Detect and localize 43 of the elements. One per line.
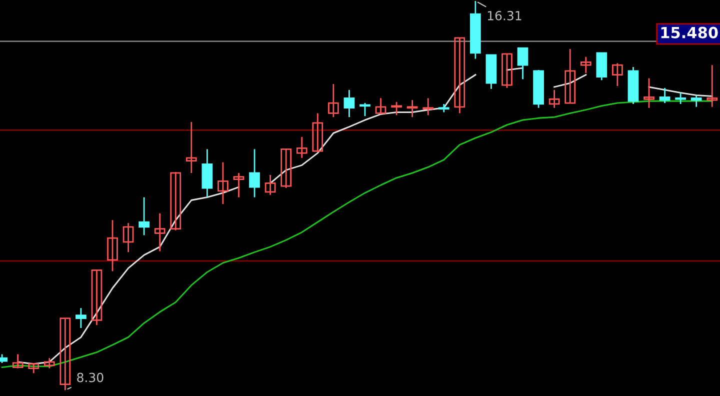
candlestick: [249, 148, 260, 198]
candlestick: [644, 78, 654, 109]
candlestick: [548, 89, 560, 109]
candlestick: [186, 121, 197, 174]
candlestick: [564, 48, 576, 104]
candlestick: [344, 89, 355, 118]
candlestick: [264, 174, 276, 196]
annotation: 8.30: [77, 372, 104, 382]
candlestick: [122, 222, 134, 253]
candlestick: [580, 56, 592, 74]
candlestick: [360, 102, 370, 117]
ref-line-label: 15.480: [661, 26, 718, 38]
annotation: 16.31: [488, 10, 522, 20]
candlestick: [280, 148, 292, 189]
candlestick: [154, 212, 166, 252]
candlestick: [596, 52, 608, 81]
candlestick: [454, 37, 466, 114]
candlestick: [12, 354, 24, 369]
candlestick: [328, 83, 339, 118]
candlestick: [44, 357, 55, 369]
candlestick: [138, 196, 150, 236]
candlestick: [233, 172, 244, 198]
candlestick: [28, 362, 40, 374]
candlestick: [659, 87, 670, 104]
candlestick: [312, 112, 324, 153]
candlestick: [612, 62, 623, 87]
candlestick: [517, 47, 528, 80]
candlestick: [675, 92, 686, 105]
candlestick: [296, 136, 308, 159]
candlestick: [218, 162, 228, 205]
candlestick: [690, 94, 702, 108]
candlestick: [391, 101, 402, 116]
candlestick: [375, 97, 386, 115]
candlestick: [107, 219, 118, 272]
candlestick: [706, 64, 718, 108]
candlestick: [76, 307, 86, 329]
candlestick: [60, 318, 71, 391]
candlestick: [502, 53, 512, 89]
candlestick: [170, 171, 182, 232]
candlestick: [406, 99, 418, 118]
candlestick: [202, 148, 213, 198]
candlestick: [91, 269, 102, 326]
candlestick: [422, 97, 434, 116]
